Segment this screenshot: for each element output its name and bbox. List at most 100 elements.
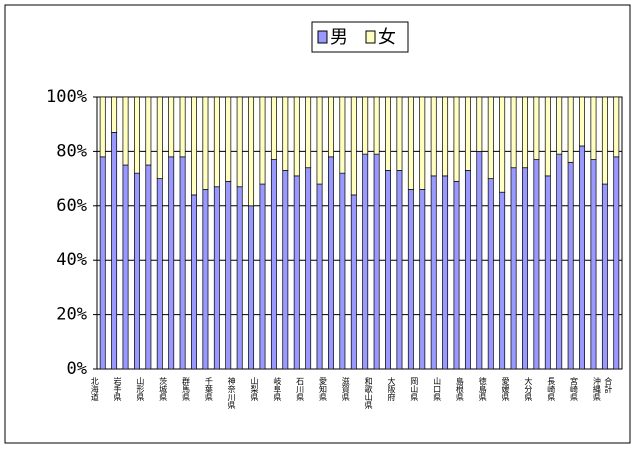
y-tick-label: 20% [56,305,87,325]
bar-segment [556,153,563,370]
bar-segment [419,96,426,190]
bar-segment [385,96,391,171]
bar-segment [373,96,380,155]
bar-segment [213,186,220,370]
bar-segment [350,96,357,196]
bar-segment [316,183,323,370]
bar-segment [202,189,209,370]
bar-segment [99,96,106,158]
bar-segment [122,164,129,370]
x-tick-label: 山形県 [136,376,145,402]
bar-segment [99,156,106,370]
bar-segment [328,96,334,158]
bar-segment [522,96,528,169]
bar-segment [373,153,380,370]
y-tick-label: 40% [56,250,87,270]
bar-segment [133,172,140,370]
x-tick-label: 茨城県 [159,376,168,402]
bar-segment [453,96,460,182]
bar-segment [362,96,369,155]
bar-segment [259,96,266,185]
bar-segment [259,183,266,370]
bar-segment [270,96,277,160]
bar-segment [601,183,608,370]
bar-segment [225,180,232,370]
legend-swatch [365,30,376,44]
x-tick-label: 沖縄県 [592,376,601,402]
bar-segment [396,96,403,171]
bar-segment [362,153,369,370]
plot-area [96,96,623,370]
bar-segment [419,189,426,370]
bar-segment [510,167,517,370]
bar-segment [282,96,289,171]
bar-segment [579,145,586,370]
bar-segment [202,96,209,190]
x-tick-label: 大分県 [524,376,533,402]
bar-segment [544,175,551,370]
bar-segment [407,96,414,190]
x-tick-label: 愛媛県 [501,376,510,402]
bar-segment [248,205,255,370]
bar-segment [145,96,152,166]
bar-segment [122,96,129,166]
bar-segment [613,96,620,158]
bar-segment [133,96,140,174]
x-tick-label: 群馬県 [182,376,191,402]
bar-segment [385,170,391,370]
bar-segment [339,172,346,370]
legend [311,21,409,53]
bar-segment [590,159,597,370]
bar-segment [567,161,574,370]
legend-swatch [317,30,328,44]
bar-segment [248,96,255,207]
bar-segment [510,96,517,169]
bar-segment [213,96,220,188]
bar-segment [430,175,437,370]
bar-segment [499,96,506,193]
y-tick-label: 60% [56,196,87,216]
bar-segment [533,159,540,370]
y-tick-label: 0% [67,359,87,379]
bar-segment [145,164,152,370]
bar-segment [179,156,186,370]
bar-segment [579,96,586,147]
x-tick-label: 神奈川県 [227,376,236,410]
x-tick-label: 島根県 [455,376,464,402]
bar-segment [590,96,597,160]
bar-segment [328,156,334,370]
bar-segment [305,96,312,169]
bar-segment [499,191,506,370]
bar-segment [339,96,346,174]
x-tick-label: 大阪府 [387,376,396,402]
bar-segment [567,96,574,163]
x-tick-label: 岡山県 [410,377,419,402]
x-tick-label: 千葉県 [204,376,213,402]
x-tick-label: 岐阜県 [273,376,282,402]
x-tick-label: 徳島県 [478,376,487,402]
bar-segment [556,96,563,155]
x-tick-label: 山梨県 [250,376,259,402]
bar-segment [305,167,312,370]
y-tick-label: 100% [46,87,87,107]
bar-segment [407,189,414,370]
bar-segment [179,96,186,158]
y-tick-label: 80% [56,141,87,161]
x-tick-label: 愛知県 [318,376,327,402]
bar-segment [601,96,608,185]
bar-segment [522,167,528,370]
bar-segment [191,96,197,196]
x-tick-label: 和歌山県 [364,377,373,410]
bar-segment [168,96,175,158]
bar-segment [453,180,460,370]
bar-segment [396,170,403,370]
bar-segment [464,96,471,171]
bar-segment [293,175,300,370]
bar-segment [487,178,494,370]
bar-segment [487,96,494,179]
bar-segment [442,96,449,177]
bar-segment [533,96,540,160]
x-tick-label: 岩手県 [113,376,122,402]
bar-segment [270,159,277,370]
legend-label: 女 [378,27,396,48]
